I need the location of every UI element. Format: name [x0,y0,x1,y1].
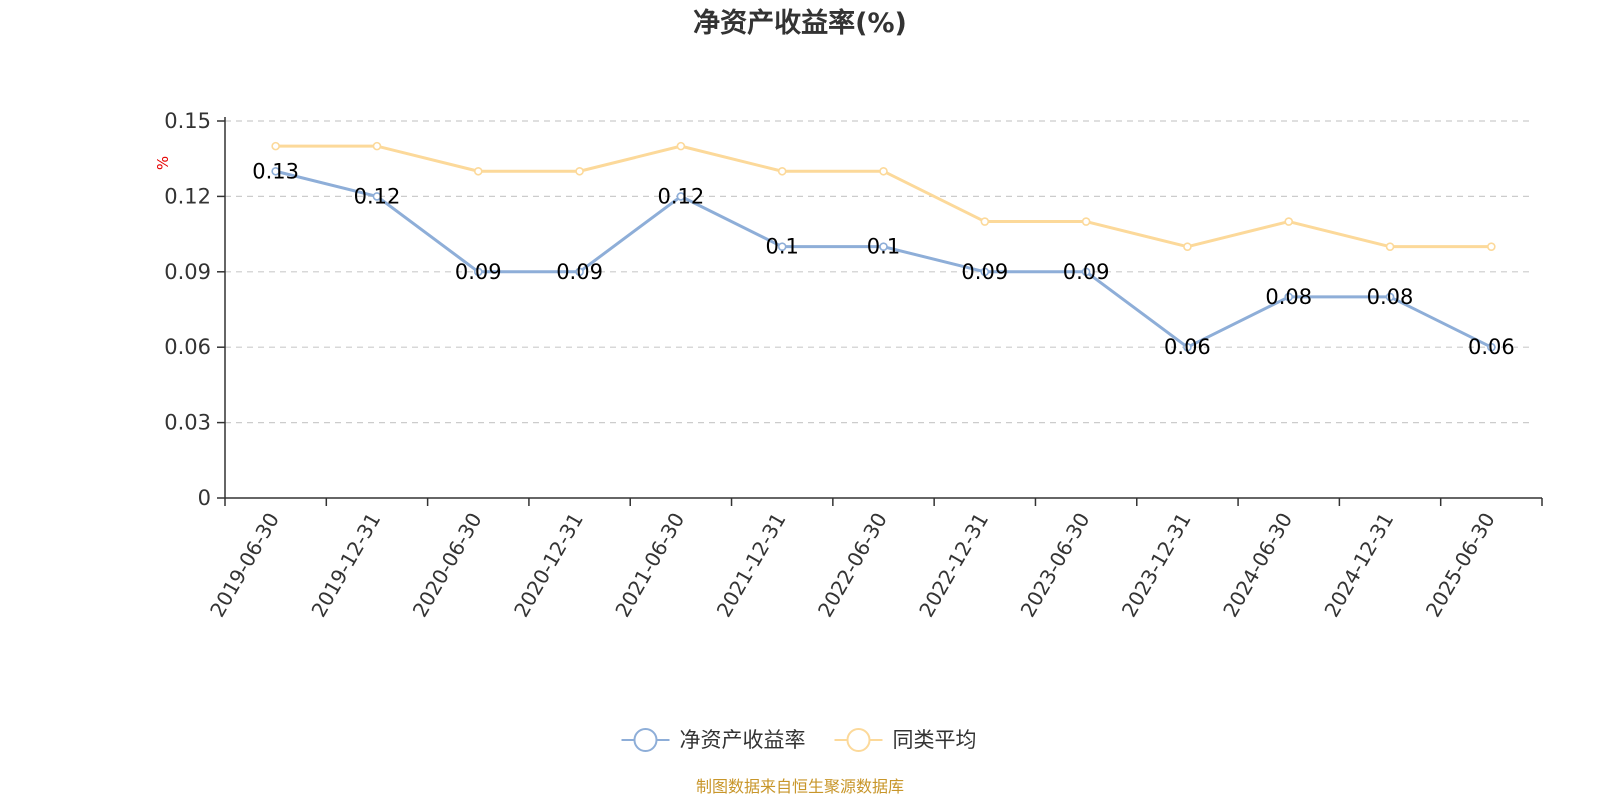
x-tick-label: 2019-06-30 [205,509,284,622]
data-point[interactable] [1284,217,1294,226]
x-tick-label: 2020-06-30 [408,509,487,622]
source-note: 制图数据来自恒生聚源数据库 [696,777,904,796]
legend-marker [846,728,871,752]
data-label: 0.06 [1468,335,1515,359]
y-axis-unit-label: % [154,156,172,170]
data-point[interactable] [575,166,584,176]
data-labels: 0.13 0.12 0.09 0.09 0.12 0.1 0.1 0.09 0.09 0.06 0.… [252,159,1514,359]
data-point[interactable] [1081,217,1091,226]
data-label: 0.1 [765,235,798,259]
data-point[interactable] [980,217,990,226]
x-tick-label: 2021-12-31 [712,509,791,622]
data-label: 0.08 [1265,285,1312,309]
data-point[interactable] [1081,267,1091,277]
data-point[interactable] [1284,292,1294,302]
data-label: 0.13 [252,159,299,183]
data-point[interactable] [676,192,686,201]
data-label: 0.12 [354,184,401,208]
data-point[interactable] [1385,292,1395,302]
x-tick-label: 2021-06-30 [610,509,689,622]
data-point[interactable] [1183,242,1192,251]
data-point[interactable] [980,267,990,277]
data-point[interactable] [473,166,483,176]
data-point[interactable] [879,166,888,176]
x-tick-label: 2024-12-31 [1319,509,1398,622]
data-point[interactable] [676,141,686,151]
gridlines [225,120,1534,424]
chart-title: 净资产收益率(%) [693,7,907,39]
legend[interactable]: 净资产收益率 同类平均 [621,728,977,752]
y-tick-label: 0.06 [164,335,211,359]
data-label: 0.08 [1367,285,1414,309]
data-label: 0.06 [1164,335,1211,359]
x-tick-label: 2022-12-31 [914,508,993,621]
y-tick-label: 0.03 [164,411,211,435]
y-tick-label: 0.15 [164,109,211,133]
data-point[interactable] [1487,242,1496,251]
data-label: 0.12 [658,184,705,208]
data-point[interactable] [777,242,787,251]
data-point[interactable] [372,141,382,151]
data-label: 0.09 [455,260,502,284]
y-tick-label: 0.12 [164,184,211,208]
x-tick-label: 2019-12-31 [306,509,385,622]
legend-label: 净资产收益率 [680,728,806,752]
y-tick-label: 0 [198,486,211,510]
legend-label: 同类平均 [893,728,977,752]
legend-item[interactable]: 净资产收益率 [621,728,806,752]
data-point[interactable] [575,267,584,277]
data-point[interactable] [1385,242,1395,251]
data-label: 0.09 [1063,260,1110,284]
series-group [271,141,1496,352]
legend-item[interactable]: 同类平均 [834,728,977,752]
data-point[interactable] [777,166,787,176]
data-label: 0.09 [556,260,603,284]
data-point[interactable] [473,267,483,277]
data-point[interactable] [1183,342,1192,352]
x-tick-label: 2023-12-31 [1117,509,1196,622]
data-point[interactable] [372,192,382,201]
x-tick-label: 2024-06-30 [1218,509,1297,622]
x-tick-label: 2023-06-30 [1016,509,1095,622]
x-tick-label: 2020-12-31 [509,509,588,622]
x-tick-label: 2025-06-30 [1421,509,1500,622]
x-tick-label: 2022-06-30 [813,509,892,622]
y-tick-label: 0.09 [164,260,211,284]
legend-marker [633,728,658,752]
data-point[interactable] [879,242,888,251]
data-label: 0.09 [961,260,1008,284]
data-point[interactable] [271,166,280,176]
data-label: 0.1 [867,235,900,259]
data-point[interactable] [271,141,280,151]
data-point[interactable] [1487,342,1496,352]
